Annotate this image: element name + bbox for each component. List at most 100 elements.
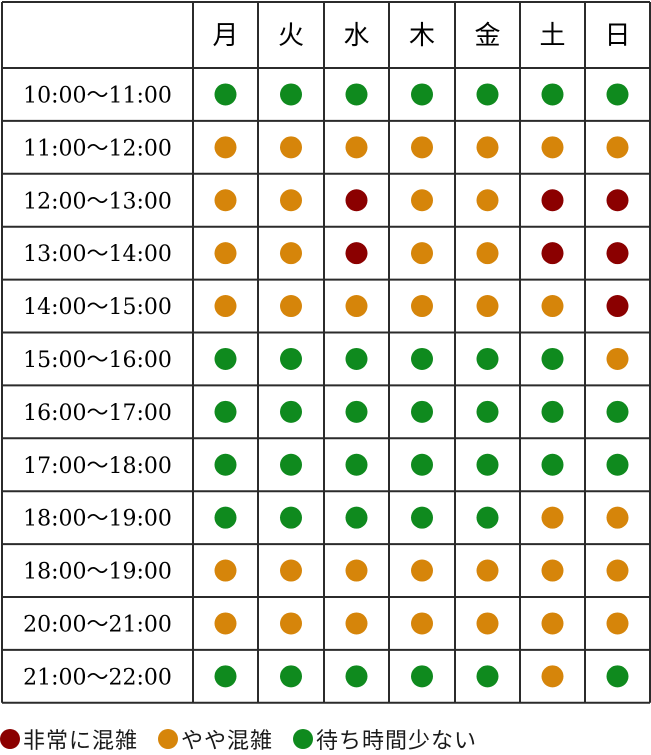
congestion-dot-medium xyxy=(280,612,302,635)
congestion-dot-high xyxy=(606,295,629,318)
congestion-dot-medium xyxy=(476,295,499,318)
congestion-dot-low xyxy=(345,347,368,370)
congestion-dot-high xyxy=(345,189,368,212)
congestion-dot-medium xyxy=(345,295,368,318)
congestion-dot-low xyxy=(476,506,499,529)
time-slot-label: 14:00〜15:00 xyxy=(23,295,172,320)
congestion-dot-low xyxy=(476,347,499,370)
congestion-table: 月 火 水 木 金 土 日 10:00〜11:00 11:00〜12:00 12:00〜13:00… xyxy=(1,1,651,704)
congestion-dot-medium xyxy=(476,136,499,159)
congestion-dot-low xyxy=(476,83,499,106)
congestion-dot-medium xyxy=(280,189,302,212)
congestion-dot-low xyxy=(214,506,237,529)
congestion-dot-medium xyxy=(606,559,629,582)
congestion-dot-medium xyxy=(214,612,237,635)
congestion-dot-low xyxy=(214,83,237,106)
congestion-dot-medium xyxy=(345,136,368,159)
congestion-dot-low xyxy=(280,400,302,423)
day-header: 土 xyxy=(539,21,565,51)
time-slot-label: 11:00〜12:00 xyxy=(23,136,172,161)
congestion-dot-medium xyxy=(606,612,629,635)
congestion-dot-medium xyxy=(280,136,302,159)
congestion-dot-low xyxy=(345,453,368,476)
congestion-dot-medium xyxy=(541,136,564,159)
congestion-dot-low xyxy=(345,400,368,423)
congestion-dot-low xyxy=(541,400,564,423)
legend: 非常に混雑 やや混雑 待ち時間少ない xyxy=(0,723,651,755)
congestion-dot-low xyxy=(280,347,302,370)
congestion-dot-medium xyxy=(214,136,237,159)
congestion-dot-low xyxy=(280,506,302,529)
congestion-dot-low xyxy=(411,347,433,370)
congestion-dot-low xyxy=(606,83,629,106)
congestion-dot-medium xyxy=(280,295,302,318)
time-slot-label: 13:00〜14:00 xyxy=(23,242,172,267)
legend-item-low: 待ち時間少ない xyxy=(293,723,477,755)
congestion-dot-low xyxy=(214,665,237,688)
legend-label-high: 非常に混雑 xyxy=(23,728,139,754)
congestion-dot-medium xyxy=(411,242,433,265)
congestion-dot-low xyxy=(214,453,237,476)
congestion-dot-medium xyxy=(541,612,564,635)
congestion-dot-medium xyxy=(541,295,564,318)
congestion-dot-high xyxy=(606,189,629,212)
congestion-dot-medium xyxy=(476,242,499,265)
day-header: 火 xyxy=(278,21,304,51)
congestion-dot-medium xyxy=(280,242,302,265)
congestion-dot-low xyxy=(411,83,433,106)
congestion-dot-medium xyxy=(476,612,499,635)
congestion-dot-low xyxy=(411,506,433,529)
congestion-dot-medium xyxy=(214,242,237,265)
time-slot-label: 18:00〜19:00 xyxy=(23,560,172,585)
legend-label-low: 待ち時間少ない xyxy=(316,728,478,754)
day-header: 水 xyxy=(343,21,369,51)
congestion-dot-medium xyxy=(606,347,629,370)
congestion-dot-high xyxy=(606,242,629,265)
congestion-dot-medium xyxy=(214,189,237,212)
congestion-dot-low xyxy=(280,665,302,688)
congestion-dot-medium xyxy=(476,189,499,212)
legend-dot-high xyxy=(0,728,20,749)
congestion-dot-medium xyxy=(214,295,237,318)
time-slot-label: 21:00〜22:00 xyxy=(23,665,172,690)
congestion-dot-low xyxy=(606,453,629,476)
congestion-dot-medium xyxy=(280,559,302,582)
congestion-dot-high xyxy=(541,189,564,212)
congestion-dot-low xyxy=(606,665,629,688)
congestion-dot-low xyxy=(214,347,237,370)
congestion-dot-low xyxy=(476,665,499,688)
time-slot-label: 17:00〜18:00 xyxy=(23,454,172,479)
congestion-dot-low xyxy=(541,347,564,370)
time-slot-label: 20:00〜21:00 xyxy=(23,612,172,637)
congestion-dot-medium xyxy=(345,559,368,582)
congestion-dot-medium xyxy=(345,612,368,635)
congestion-dot-low xyxy=(214,400,237,423)
congestion-dot-medium xyxy=(411,295,433,318)
time-slot-label: 12:00〜13:00 xyxy=(23,189,172,214)
legend-item-high: 非常に混雑 xyxy=(0,723,138,755)
congestion-dot-low xyxy=(476,453,499,476)
congestion-dot-low xyxy=(411,400,433,423)
congestion-dot-low xyxy=(541,83,564,106)
congestion-dot-low xyxy=(280,83,302,106)
congestion-dot-medium xyxy=(411,559,433,582)
legend-item-medium: やや混雑 xyxy=(158,723,273,755)
congestion-dot-high xyxy=(541,242,564,265)
congestion-dot-low xyxy=(476,400,499,423)
time-slot-label: 15:00〜16:00 xyxy=(23,348,172,373)
day-header: 月 xyxy=(212,21,238,51)
day-header: 木 xyxy=(409,21,435,51)
congestion-dot-low xyxy=(280,453,302,476)
legend-dot-low xyxy=(293,728,314,749)
legend-dot-medium xyxy=(158,728,179,749)
congestion-dot-medium xyxy=(541,665,564,688)
congestion-dot-medium xyxy=(411,612,433,635)
congestion-dot-low xyxy=(345,83,368,106)
congestion-dot-high xyxy=(345,242,368,265)
congestion-dot-low xyxy=(411,453,433,476)
legend-label-medium: やや混雑 xyxy=(181,728,274,754)
congestion-dot-low xyxy=(411,665,433,688)
congestion-dot-low xyxy=(345,665,368,688)
time-slot-label: 10:00〜11:00 xyxy=(23,83,172,108)
congestion-dot-medium xyxy=(606,136,629,159)
